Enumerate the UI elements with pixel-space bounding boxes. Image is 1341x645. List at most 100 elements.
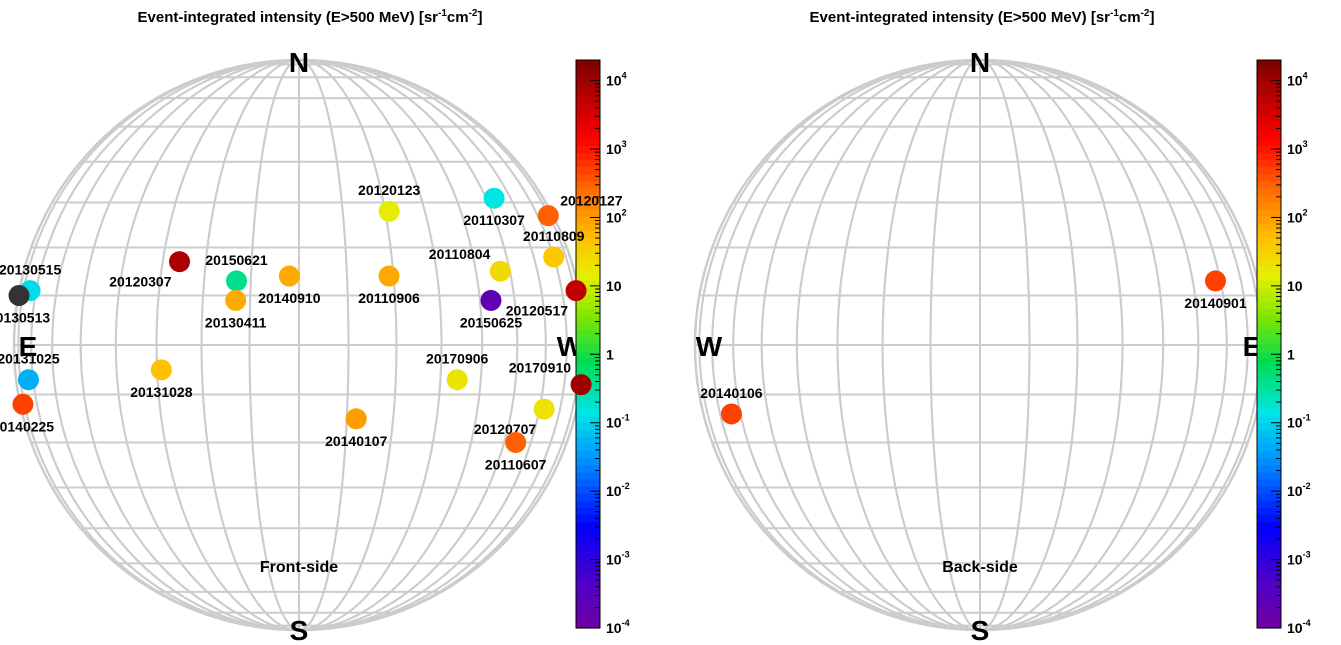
colorbar-segment: [576, 273, 600, 281]
colorbar-segment: [576, 166, 600, 175]
event-label: 20120123: [358, 182, 421, 198]
colorbar-segment: [1257, 123, 1281, 132]
colorbar-segment: [1257, 308, 1281, 317]
colorbar-segment: [576, 60, 600, 68]
colorbar-segment: [576, 585, 600, 594]
colorbar-segment: [576, 116, 600, 125]
event-label: 20140107: [325, 433, 388, 449]
colorbar-segment: [1257, 407, 1281, 416]
event-label: 20131025: [0, 351, 60, 367]
colorbar-tick-label: 1: [606, 346, 614, 362]
event-marker: [1204, 270, 1226, 292]
event-marker: [378, 200, 400, 222]
colorbar-segment: [576, 351, 600, 359]
event-label: 20150621: [205, 252, 268, 268]
event-marker: [278, 265, 300, 287]
colorbar-segment: [576, 514, 600, 523]
colorbar-segment: [576, 251, 600, 260]
event-marker: [226, 270, 248, 292]
colorbar-segment: [1257, 507, 1281, 515]
colorbar-segment: [576, 145, 600, 153]
colorbar-segment: [576, 159, 600, 168]
colorbar-segment: [1257, 60, 1281, 68]
east-label: E: [19, 331, 38, 362]
front-side-panel: Event-integrated intensity (E>500 MeV) […: [0, 8, 630, 645]
colorbar-segment: [576, 88, 600, 97]
colorbar-segment: [576, 557, 600, 565]
colorbar-segment: [1257, 493, 1281, 501]
event-marker: [225, 289, 247, 311]
colorbar-segment: [1257, 450, 1281, 459]
colorbar-segment: [1257, 436, 1281, 444]
colorbar-segment: [576, 67, 600, 75]
colorbar-segment: [576, 429, 600, 437]
colorbar-segment: [1257, 486, 1281, 494]
colorbar-segment: [576, 123, 600, 132]
colorbar-tick-label: 102: [606, 207, 627, 225]
colorbar-segment: [1257, 578, 1281, 586]
colorbar-segment: [576, 237, 600, 246]
colorbar-segment: [1257, 457, 1281, 466]
colorbar-segment: [1257, 216, 1281, 224]
colorbar-segment: [1257, 351, 1281, 359]
colorbar-segment: [576, 138, 600, 146]
back-side-label: Back-side: [942, 559, 1018, 576]
colorbar-segment: [576, 336, 600, 345]
colorbar-segment: [1257, 152, 1281, 160]
event-marker: [543, 246, 565, 268]
colorbar-segment: [576, 549, 600, 558]
colorbar-segment: [576, 415, 600, 423]
colorbar-segment: [576, 223, 600, 231]
colorbar-segment: [1257, 138, 1281, 146]
colorbar-segment: [576, 500, 600, 508]
colorbar-segment: [576, 344, 600, 352]
colorbar-segment: [576, 542, 600, 551]
event-label: 20110307: [463, 212, 525, 228]
colorbar-segment: [1257, 393, 1281, 402]
event-marker: [8, 285, 30, 307]
colorbar-tick-label: 10-3: [606, 550, 630, 568]
colorbar-segment: [1257, 109, 1281, 118]
event-label: 20140910: [258, 290, 321, 306]
colorbar-segment: [576, 180, 600, 189]
colorbar-segment: [576, 535, 600, 544]
colorbar-segment: [1257, 592, 1281, 601]
colorbar-segment: [576, 592, 600, 601]
colorbar-tick-label: 10: [606, 278, 622, 294]
colorbar-segment: [1257, 95, 1281, 104]
colorbar-segment: [576, 131, 600, 139]
colorbar-segment: [576, 209, 600, 217]
colorbar-segment: [576, 606, 600, 615]
event-marker: [505, 431, 527, 453]
colorbar-segment: [1257, 223, 1281, 231]
colorbar-segment: [576, 436, 600, 444]
colorbar-tick-label: 10-2: [606, 481, 630, 499]
colorbar-segment: [1257, 258, 1281, 267]
event-label: 20120707: [474, 421, 537, 437]
event-marker: [533, 398, 555, 420]
colorbar-segment: [1257, 400, 1281, 409]
colorbar-segment: [1257, 329, 1281, 338]
event-marker: [480, 289, 502, 311]
colorbar-segment: [1257, 415, 1281, 423]
colorbar-segment: [1257, 159, 1281, 168]
colorbar-segment: [576, 358, 600, 366]
colorbar-segment: [576, 102, 600, 111]
colorbar-tick-label: 10-2: [1287, 481, 1311, 499]
colorbar-segment: [1257, 145, 1281, 153]
colorbar-segment: [1257, 386, 1281, 395]
colorbar-segment: [576, 294, 600, 302]
colorbar-segment: [1257, 514, 1281, 523]
colorbar-segment: [576, 464, 600, 473]
colorbar-segment: [576, 620, 600, 629]
event-label: 20131028: [130, 384, 193, 400]
colorbar-segment: [1257, 372, 1281, 381]
event-marker: [483, 187, 505, 209]
colorbar-segment: [1257, 67, 1281, 75]
event-marker: [720, 403, 742, 425]
south-label: S: [971, 615, 990, 645]
event-marker: [378, 265, 400, 287]
colorbar-tick-label: 10-4: [1287, 618, 1311, 636]
colorbar-segment: [1257, 294, 1281, 302]
